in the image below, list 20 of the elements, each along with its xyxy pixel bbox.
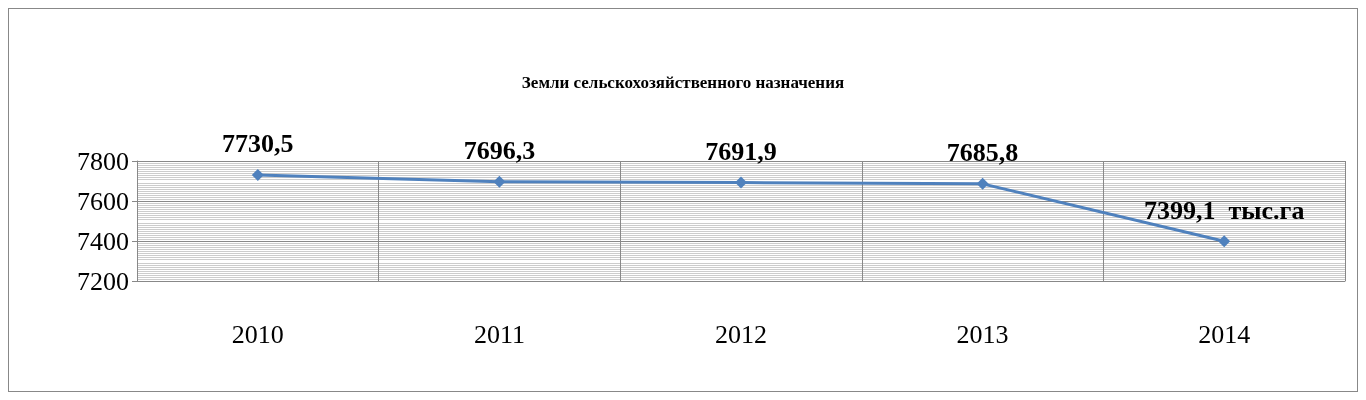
data-label: 7691,9	[705, 137, 777, 167]
data-label: 7399,1 тыс.га	[1143, 195, 1305, 225]
y-tick-label: 7800	[77, 146, 129, 176]
y-tick-label: 7200	[77, 266, 129, 296]
data-label: 7730,5	[222, 129, 294, 159]
x-tick-label: 2013	[956, 319, 1009, 349]
point	[735, 176, 747, 189]
x-tick-label: 2010	[231, 319, 284, 349]
data-label: 7685,8	[946, 138, 1019, 168]
point	[493, 175, 506, 188]
data-label: 7696,3	[463, 136, 536, 166]
x-tick-label: 2014	[1198, 319, 1251, 349]
x-tick-label: 2012	[715, 319, 767, 349]
x-tick-label: 2011	[473, 319, 525, 349]
y-tick-label: 7400	[77, 226, 129, 256]
y-tick-label: 7600	[77, 186, 129, 216]
point	[1218, 235, 1231, 248]
point	[251, 168, 264, 181]
point	[976, 177, 989, 190]
chart-title: Земли сельскохозяйственного назначения	[521, 73, 845, 92]
